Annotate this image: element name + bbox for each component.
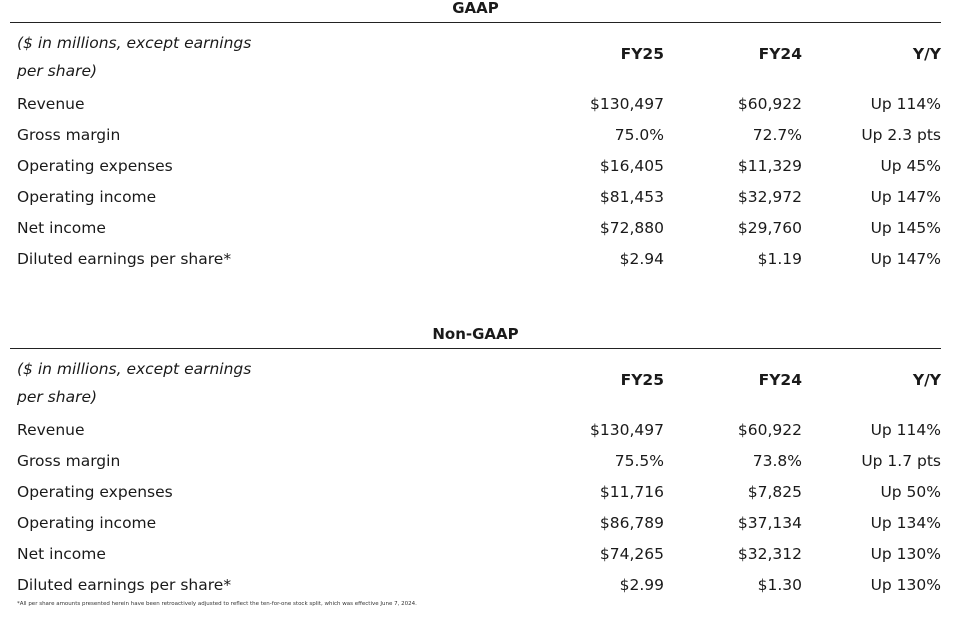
yy-change: Up 147% [870, 250, 941, 268]
row-label: Operating expenses [17, 157, 173, 175]
fy25-value: $72,880 [599, 219, 664, 237]
gaap-units-note: ($ in millions, except earnings per shar… [17, 34, 252, 80]
gaap-header-row: ($ in millions, except earnings per shar… [10, 23, 941, 89]
gaap-col-fy25: FY25 [620, 45, 664, 63]
fy24-value: $32,312 [737, 545, 802, 563]
gaap-col-fy24: FY24 [758, 45, 802, 63]
fy25-value: $16,405 [599, 157, 664, 175]
yy-change: Up 1.7 pts [861, 452, 941, 470]
row-label: Diluted earnings per share* [17, 250, 232, 268]
table-row: Revenue $130,497 $60,922 Up 114% [10, 89, 941, 120]
gaap-title: GAAP [10, 0, 941, 23]
gaap-rows: Revenue $130,497 $60,922 Up 114% Gross margi… [10, 89, 941, 275]
table-row: Operating expenses $11,716 $7,825 Up 50% [10, 477, 941, 508]
fy24-value: $37,134 [737, 514, 802, 532]
table-row: Revenue $130,497 $60,922 Up 114% [10, 415, 941, 446]
yy-change: Up 114% [870, 421, 941, 439]
yy-change: Up 145% [870, 219, 941, 237]
row-label: Net income [17, 545, 106, 563]
yy-change: Up 147% [870, 188, 941, 206]
nongaap-rows: Revenue $130,497 $60,922 Up 114% Gross margi… [10, 415, 941, 601]
row-label: Operating income [17, 514, 157, 532]
footnote: *All per share amounts presented herein … [17, 601, 417, 607]
fy24-value: $1.19 [757, 250, 802, 268]
row-label: Revenue [17, 95, 85, 113]
table-row: Diluted earnings per share* $2.99 $1.30 Up … [10, 570, 941, 601]
yy-change: Up 134% [870, 514, 941, 532]
nongaap-col-fy25: FY25 [620, 371, 664, 389]
row-label: Gross margin [17, 452, 121, 470]
table-row: Diluted earnings per share* $2.94 $1.19 Up … [10, 244, 941, 275]
table-row: Net income $72,880 $29,760 Up 145% [10, 213, 941, 244]
gaap-col-yy: Y/Y [912, 45, 941, 63]
fy25-value: $2.94 [619, 250, 664, 268]
fy24-value: $32,972 [737, 188, 802, 206]
fy24-value: $60,922 [737, 95, 802, 113]
nongaap-units-note: ($ in millions, except earnings per shar… [17, 360, 252, 406]
row-label: Net income [17, 219, 106, 237]
row-label: Operating income [17, 188, 157, 206]
table-row: Gross margin 75.5% 73.8% Up 1.7 pts [10, 446, 941, 477]
yy-change: Up 130% [870, 545, 941, 563]
fy25-value: 75.5% [614, 452, 664, 470]
gaap-table: GAAP ($ in millions, except earnings per… [10, 0, 941, 275]
table-row: Operating income $81,453 $32,972 Up 147% [10, 182, 941, 213]
table-row: Gross margin 75.0% 72.7% Up 2.3 pts [10, 120, 941, 151]
fy25-value: $130,497 [590, 421, 664, 439]
fy25-value: $86,789 [599, 514, 664, 532]
yy-change: Up 45% [880, 157, 941, 175]
yy-change: Up 130% [870, 576, 941, 594]
fy25-value: $130,497 [590, 95, 664, 113]
table-row: Operating income $86,789 $37,134 Up 134% [10, 508, 941, 539]
row-label: Revenue [17, 421, 85, 439]
row-label: Gross margin [17, 126, 121, 144]
nongaap-col-fy24: FY24 [758, 371, 802, 389]
row-label: Diluted earnings per share* [17, 576, 232, 594]
nongaap-header-row: ($ in millions, except earnings per shar… [10, 349, 941, 415]
fy25-value: $74,265 [599, 545, 664, 563]
fy24-value: $1.30 [757, 576, 802, 594]
fy24-value: $29,760 [737, 219, 802, 237]
yy-change: Up 2.3 pts [861, 126, 941, 144]
yy-change: Up 114% [870, 95, 941, 113]
fy24-value: $11,329 [737, 157, 802, 175]
fy25-value: $11,716 [599, 483, 664, 501]
fy25-value: $2.99 [619, 576, 664, 594]
fy25-value: 75.0% [614, 126, 664, 144]
fy25-value: $81,453 [599, 188, 664, 206]
table-row: Operating expenses $16,405 $11,329 Up 45% [10, 151, 941, 182]
table-row: Net income $74,265 $32,312 Up 130% [10, 539, 941, 570]
fy24-value: $60,922 [737, 421, 802, 439]
nongaap-col-yy: Y/Y [912, 371, 941, 389]
row-label: Operating expenses [17, 483, 173, 501]
fy24-value: 73.8% [752, 452, 802, 470]
fy24-value: 72.7% [752, 126, 802, 144]
nongaap-title: Non-GAAP [10, 320, 941, 349]
yy-change: Up 50% [880, 483, 941, 501]
nongaap-table: Non-GAAP ($ in millions, except earnings… [10, 320, 941, 601]
fy24-value: $7,825 [747, 483, 802, 501]
